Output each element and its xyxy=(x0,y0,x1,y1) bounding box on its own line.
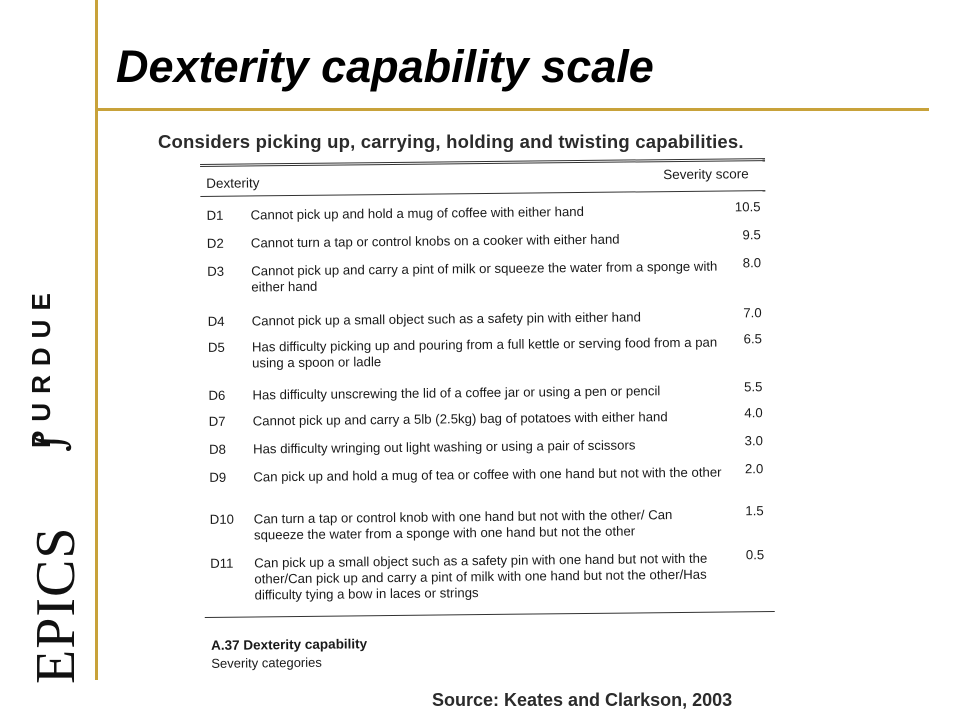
row-score: 10.5 xyxy=(734,199,761,215)
row-code: D2 xyxy=(206,235,224,251)
table-row: D10 Can turn a tap or control knob with … xyxy=(204,503,774,542)
source-citation: Source: Keates and Clarkson, 2003 xyxy=(432,690,733,710)
row-score: 7.0 xyxy=(743,305,762,321)
row-description: Has difficulty picking up and pouring fr… xyxy=(251,334,718,371)
row-code: D5 xyxy=(207,339,225,355)
row-description: Can pick up a small object such as a saf… xyxy=(254,550,708,603)
scanned-table: Dexterity Severity score D1 Cannot pick … xyxy=(200,154,790,680)
table-row: D9 Can pick up and hold a mug of tea or … xyxy=(203,461,773,485)
slide-title: Dexterity capability scale xyxy=(116,41,654,92)
row-score: 2.0 xyxy=(744,461,764,477)
table-row: D5 Has difficulty picking up and pouring… xyxy=(202,331,772,370)
table-row: D8 Has difficulty wringing out light was… xyxy=(203,433,773,457)
table-row: D1 Cannot pick up and hold a mug of coff… xyxy=(201,199,771,223)
row-description: Cannot pick up and carry a 5lb (2.5kg) b… xyxy=(252,409,668,429)
table-row: D2 Cannot turn a tap or control knobs on… xyxy=(201,227,771,251)
table-header-rule xyxy=(200,190,766,197)
table-row: D4 Cannot pick up a small object such as… xyxy=(202,305,772,329)
table-top-rule xyxy=(200,158,766,167)
row-code: D6 xyxy=(208,387,226,403)
row-code: D1 xyxy=(206,207,224,223)
purdue-logo-text: PURDUE xyxy=(26,284,56,448)
row-score: 6.5 xyxy=(743,331,762,347)
gold-horizontal-rule xyxy=(95,108,929,111)
row-code: D10 xyxy=(209,511,235,527)
slide-subtitle: Considers picking up, carrying, holding … xyxy=(158,131,744,152)
row-code: D8 xyxy=(208,441,226,457)
row-description: Cannot pick up a small object such as a … xyxy=(251,309,642,329)
row-code: D3 xyxy=(207,263,225,279)
row-code: D4 xyxy=(207,313,225,329)
row-score: 3.0 xyxy=(744,433,764,449)
row-description: Cannot turn a tap or control knobs on a … xyxy=(250,231,620,251)
row-description: Has difficulty unscrewing the lid of a c… xyxy=(252,383,661,403)
row-code: D9 xyxy=(209,469,227,485)
table-row: D11 Can pick up a small object such as a… xyxy=(204,547,774,602)
row-code: D7 xyxy=(208,413,226,429)
row-score: 5.5 xyxy=(743,379,763,395)
column-header-dexterity: Dexterity xyxy=(206,175,260,191)
row-score: 0.5 xyxy=(745,547,765,563)
row-description: Can turn a tap or control knob with one … xyxy=(253,507,673,543)
row-score: 8.0 xyxy=(742,255,762,271)
column-header-severity: Severity score xyxy=(663,166,749,183)
table-row: D7 Cannot pick up and carry a 5lb (2.5kg… xyxy=(203,405,773,429)
row-description: Can pick up and hold a mug of tea or cof… xyxy=(253,464,722,485)
row-score: 1.5 xyxy=(745,503,764,519)
table-caption-subtitle: Severity categories xyxy=(211,654,322,671)
epics-logo-text: EPICS xyxy=(25,526,87,685)
gold-vertical-rule xyxy=(95,0,98,680)
table-row: D3 Cannot pick up and carry a pint of mi… xyxy=(201,255,771,294)
table-row: D6 Has difficulty unscrewing the lid of … xyxy=(202,379,772,403)
row-description: Cannot pick up and carry a pint of milk … xyxy=(251,258,718,295)
row-description: Has difficulty wringing out light washin… xyxy=(252,437,636,457)
row-score: 9.5 xyxy=(742,227,761,243)
row-score: 4.0 xyxy=(744,405,763,421)
row-description: Cannot pick up and hold a mug of coffee … xyxy=(250,203,584,223)
table-caption-title: A.37 Dexterity capability xyxy=(211,636,368,653)
integral-icon: ∫ xyxy=(28,431,74,452)
table-bottom-rule xyxy=(204,611,775,618)
row-code: D11 xyxy=(210,555,234,571)
